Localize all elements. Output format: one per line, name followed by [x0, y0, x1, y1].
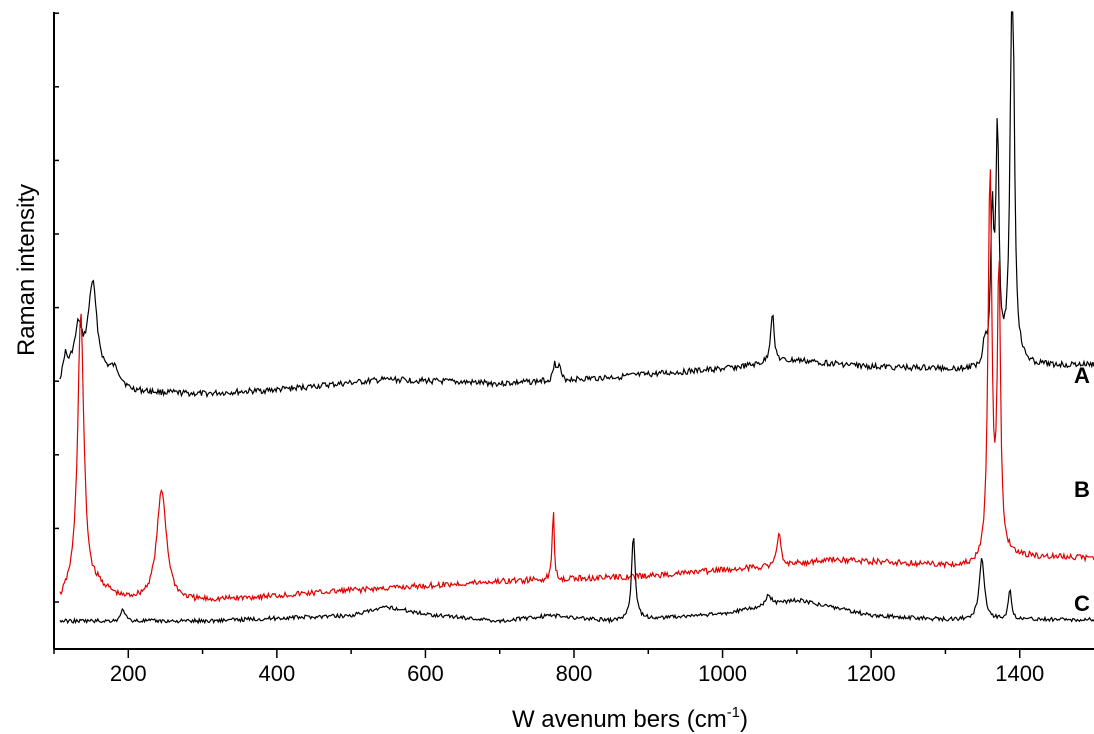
series-label-A: A — [1074, 363, 1090, 388]
x-tick-labels: 200 400 600 800 1000 1200 1400 — [110, 661, 1044, 686]
series-label-B: B — [1074, 477, 1090, 502]
x-tick-label: 400 — [258, 661, 295, 686]
x-axis-title-superscript: -1 — [727, 704, 740, 721]
x-axis-title: W avenum bers (cm-1) — [512, 704, 748, 733]
series-labels: A B C — [1074, 363, 1090, 616]
plot-area: 200 400 600 800 1000 1200 1400 A B C — [53, 11, 1094, 686]
y-ticks — [54, 12, 59, 603]
series-layer — [59, 11, 1094, 625]
y-axis-title: Raman intensity — [13, 184, 40, 356]
series-label-C: C — [1074, 591, 1090, 616]
series-line-B — [59, 169, 1094, 603]
series-line-A — [59, 11, 1094, 399]
x-tick-label: 200 — [110, 661, 147, 686]
x-tick-label: 800 — [556, 661, 593, 686]
x-tick-label: 600 — [407, 661, 444, 686]
x-tick-label: 1200 — [847, 661, 896, 686]
x-tick-label: 1400 — [995, 661, 1044, 686]
x-tick-label: 1000 — [698, 661, 747, 686]
x-ticks — [53, 649, 1021, 658]
series-line-C — [59, 538, 1094, 625]
